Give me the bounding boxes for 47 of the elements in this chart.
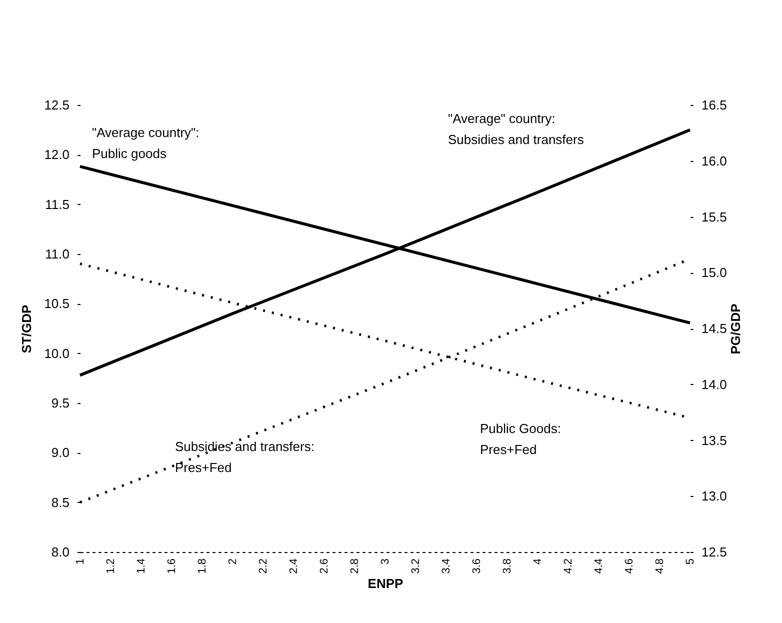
y2-tick-label: 15.0 [702,265,727,280]
y-tick-label: 11.5 [45,196,70,212]
y-tick-label: 8.5 [51,494,70,510]
y2-tick-label: 12.5 [702,544,727,560]
x-tick-label: 2.6 [318,558,330,574]
x-tick-label: 3.2 [410,558,422,574]
y2-tick-label: 13.5 [702,432,727,448]
y-tick-label: 10.0 [44,346,70,361]
x-axis-title: ENPP [368,576,404,591]
text: Public Goods: Pres+Fed [480,421,561,457]
y2-tick-label: 15.5 [702,209,727,224]
y-tick-label: 8.0 [51,544,70,560]
y-tick-label: 12.5 [44,98,70,112]
x-tick-label: 1.4 [136,558,148,574]
x-tick-label: 3 [380,558,392,565]
y2-tick-label: 14.5 [702,321,727,336]
x-tick-label: 3.6 [471,558,483,574]
x-tick-label: 2.4 [288,558,300,574]
y-tick-label: 12.0 [44,147,70,162]
y2-tick-label: 13.0 [702,488,727,504]
x-tick-label: 4.6 [624,558,636,574]
y-tick-label: 9.0 [51,445,70,460]
x-tick-label: 2.2 [258,558,270,574]
y2-tick-label: 16.5 [702,98,727,112]
series-label: "Average" country: Subsidies and transfers [448,111,584,147]
y2-tick-label: 14.0 [702,376,727,392]
y-tick-label: 10.5 [44,296,70,312]
y-tick-label: 11.0 [45,246,70,262]
x-tick-label: 5 [684,558,696,565]
x-tick-label: 1.6 [166,558,178,574]
series-label: Subsidies and transfers: Pres+Fed [175,439,314,475]
y-tick-label: 9.5 [51,396,70,410]
x-tick-label: 1 [74,558,86,565]
y2-axis-title: PG/GDP [728,303,743,354]
series-label: "Average country": Public goods [92,125,200,161]
x-tick-label: 3.8 [502,558,514,574]
x-tick-label: 3.4 [440,558,452,574]
x-tick-label: 4 [532,558,544,565]
x-tick-label: 2 [227,558,239,565]
x-tick-label: 1.2 [105,558,117,574]
y-axis-title: ST/GDP [19,304,34,354]
y2-tick-label: 16.0 [702,153,727,168]
x-tick-label: 4.4 [593,558,605,574]
x-tick-label: 4.2 [562,558,574,574]
x-tick-label: 1.8 [196,558,208,574]
x-tick-label: 2.8 [349,558,361,574]
x-tick-label: 4.8 [654,558,666,574]
